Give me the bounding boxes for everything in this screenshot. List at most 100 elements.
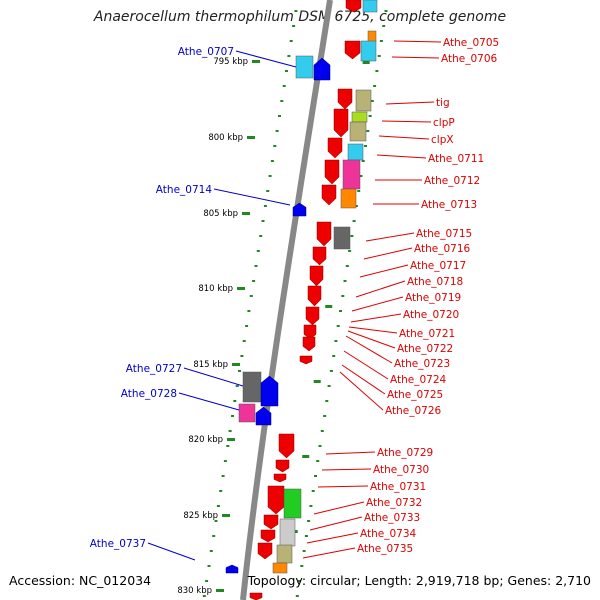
gene-arrow-red xyxy=(302,336,316,352)
minor-tick-right xyxy=(361,160,365,162)
gene-arrow-red xyxy=(337,88,353,110)
kbp-label: 820 kbp xyxy=(188,435,223,445)
minor-tick-left xyxy=(259,235,263,237)
minor-tick-right xyxy=(341,295,345,297)
gene-label-right: Athe_0716 xyxy=(414,243,471,255)
map-title: Anaerocellum thermophilum DSM 6725, comp… xyxy=(93,9,507,25)
gene-label-right: Athe_0731 xyxy=(370,481,426,493)
minor-tick-left xyxy=(219,490,223,492)
kbp-tick xyxy=(232,363,240,366)
gene-label-right: Athe_0733 xyxy=(364,512,420,524)
gene-label-right: tig xyxy=(436,97,450,109)
tick-marks: 795 kbp 800 kbp 805 kbp 810 kbp 815 kbp 820 k… xyxy=(177,10,388,597)
gene-arrow-red xyxy=(273,473,287,483)
leader-line-left xyxy=(183,367,244,387)
minor-tick-right xyxy=(334,340,338,342)
minor-tick-left xyxy=(280,100,284,102)
minor-tick-right xyxy=(295,595,299,597)
accession-label: Accession: NC_012034 xyxy=(9,573,152,588)
leader-line-right xyxy=(385,101,435,105)
minor-tick-right xyxy=(345,265,349,267)
gene-box-orange xyxy=(367,30,377,43)
minor-tick-left xyxy=(202,595,206,597)
leader-line-right xyxy=(359,264,409,278)
gene-label-right: Athe_0705 xyxy=(443,37,499,49)
minor-tick-right xyxy=(307,520,311,522)
gene-box-olive xyxy=(276,544,293,564)
gene-box-cyan xyxy=(295,55,314,79)
gene-arrow-blue xyxy=(292,202,307,217)
minor-tick-right xyxy=(320,430,324,432)
gene-box-cyan xyxy=(362,0,378,13)
leader-line-right xyxy=(317,485,369,488)
minor-tick-right xyxy=(370,100,374,102)
minor-tick-left xyxy=(249,295,253,297)
gene-label-left: Athe_0707 xyxy=(178,46,234,58)
minor-tick-left xyxy=(235,385,239,387)
minor-tick-right xyxy=(316,460,320,462)
gene-arrow-red xyxy=(278,433,295,459)
minor-tick-right xyxy=(373,85,377,87)
kbp-label: 815 kbp xyxy=(193,360,228,370)
gene-features xyxy=(225,0,378,600)
gene-arrow-red xyxy=(309,265,324,287)
leader-line-right xyxy=(302,547,356,559)
kbp-tick-right xyxy=(302,455,310,458)
minor-tick-left xyxy=(247,310,251,312)
minor-tick-left xyxy=(254,265,258,267)
gene-arrow-red xyxy=(275,459,290,473)
kbp-tick xyxy=(216,589,224,592)
gene-label-right: Athe_0721 xyxy=(399,328,455,340)
kbp-tick xyxy=(237,287,245,290)
gene-box-gray xyxy=(333,226,351,250)
leader-line-right xyxy=(350,313,402,323)
gene-label-right: clpP xyxy=(433,117,455,129)
gene-arrow-red xyxy=(307,285,322,307)
minor-tick-right xyxy=(329,370,333,372)
leader-line-right xyxy=(393,40,442,43)
gene-arrow-red xyxy=(249,592,263,600)
gene-arrow-red xyxy=(303,324,317,340)
minor-tick-left xyxy=(282,85,286,87)
minor-tick-right xyxy=(357,190,361,192)
gene-label-right: clpX xyxy=(431,134,454,146)
minor-tick-right xyxy=(311,490,315,492)
kbp-label: 795 kbp xyxy=(213,57,248,67)
minor-tick-right xyxy=(364,145,367,147)
leader-line-right xyxy=(378,135,430,140)
gene-arrow-red xyxy=(333,108,349,138)
minor-tick-right xyxy=(359,175,363,177)
minor-tick-left xyxy=(287,55,291,57)
leader-line-right xyxy=(313,501,365,515)
kbp-tick-right xyxy=(362,61,370,64)
gene-label-right: Athe_0715 xyxy=(416,228,472,240)
gene-label-right: Athe_0724 xyxy=(390,374,447,386)
gene-box-lime xyxy=(351,111,368,123)
leader-line-right xyxy=(341,364,386,395)
gene-labels: Athe_0707 Athe_0714 Athe_0727 Athe_0728 Athe… xyxy=(90,37,499,555)
minor-tick-left xyxy=(221,475,225,477)
minor-tick-right xyxy=(298,580,301,582)
minor-tick-left xyxy=(214,520,218,522)
minor-tick-left xyxy=(285,70,288,72)
kbp-tick xyxy=(222,514,230,517)
minor-tick-right xyxy=(327,385,331,387)
leader-line-left xyxy=(213,188,291,206)
gene-arrow-red xyxy=(344,40,361,60)
gene-label-right: Athe_0730 xyxy=(373,464,429,476)
gene-arrow-red xyxy=(345,0,362,13)
minor-tick-left xyxy=(240,355,244,357)
gene-label-right: Athe_0735 xyxy=(357,543,413,555)
minor-tick-left xyxy=(263,205,267,207)
gene-box-olive xyxy=(349,121,367,142)
minor-tick-left xyxy=(209,550,213,552)
minor-tick-right xyxy=(382,25,386,27)
minor-tick-right xyxy=(302,550,306,552)
leader-line-right xyxy=(365,232,415,242)
kbp-label: 830 kbp xyxy=(177,586,212,596)
minor-tick-left xyxy=(266,190,270,192)
kbp-tick xyxy=(247,136,255,139)
backbone xyxy=(240,0,333,600)
gene-box-lightgray xyxy=(279,518,296,547)
minor-tick-right xyxy=(339,310,342,312)
